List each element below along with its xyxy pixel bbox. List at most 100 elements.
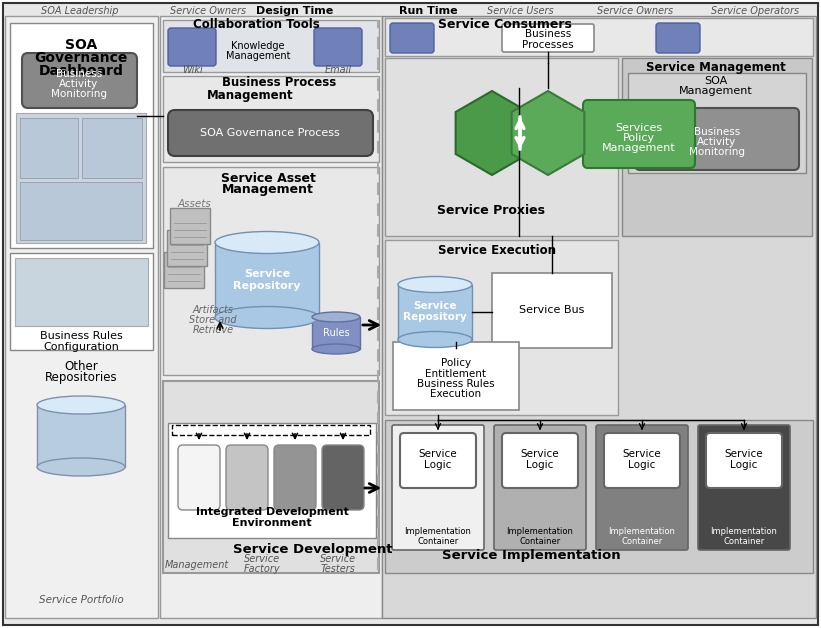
Text: Service Bus: Service Bus [520,305,585,315]
Bar [163,76,379,162]
FancyBboxPatch shape [390,23,434,53]
Text: Email: Email [324,65,351,75]
Text: Service: Service [244,269,290,279]
Text: Service: Service [725,449,764,459]
Bar [163,381,379,573]
FancyBboxPatch shape [706,433,782,488]
Bar [15,258,148,326]
Ellipse shape [215,306,319,328]
Bar [163,20,379,72]
Text: Business Rules: Business Rules [39,331,122,341]
Text: Repository: Repository [403,312,467,322]
Text: Service Execution: Service Execution [438,244,556,256]
Bar [170,208,210,244]
Text: Artifacts: Artifacts [192,305,233,315]
FancyBboxPatch shape [698,425,790,550]
Text: Service: Service [244,554,280,564]
Text: Management: Management [207,89,294,102]
Bar [385,240,618,415]
Bar [20,182,142,240]
FancyBboxPatch shape [635,108,799,170]
Text: Logic: Logic [628,460,656,470]
Text: SOA: SOA [65,38,97,52]
Text: Logic: Logic [424,460,452,470]
Bar [385,18,813,56]
Text: Service Portfolio: Service Portfolio [39,595,123,605]
Text: Service: Service [622,449,661,459]
Text: Business Process: Business Process [222,77,337,90]
Bar [163,167,379,375]
Text: Testers: Testers [320,564,355,574]
Text: Policy: Policy [623,133,655,143]
Text: Service Owners: Service Owners [597,6,673,16]
Bar [10,253,153,350]
Bar [37,405,125,467]
Text: Implementation: Implementation [608,528,676,536]
Bar [172,425,370,435]
Text: Logic: Logic [526,460,553,470]
Polygon shape [511,91,585,175]
Text: Logic: Logic [731,460,758,470]
Ellipse shape [37,396,125,414]
Ellipse shape [37,458,125,476]
Text: Collaboration Tools: Collaboration Tools [193,18,319,31]
Text: Design Time: Design Time [256,6,333,16]
Bar [628,73,806,173]
Text: Service Consumers: Service Consumers [438,18,572,31]
Bar [164,252,204,288]
Ellipse shape [398,332,472,347]
Text: Service: Service [320,554,356,564]
Text: Service Management: Service Management [646,60,786,73]
Text: Integrated Development: Integrated Development [195,507,348,517]
Text: Environment: Environment [232,518,312,528]
Ellipse shape [312,312,360,322]
Text: Governance: Governance [34,51,128,65]
Text: Wiki: Wiki [181,65,202,75]
Bar [382,16,816,618]
Text: Implementation: Implementation [710,528,777,536]
Text: Monitoring: Monitoring [689,147,745,157]
Text: Configuration: Configuration [43,342,119,352]
FancyBboxPatch shape [274,445,316,510]
FancyBboxPatch shape [226,445,268,510]
Bar [398,284,472,340]
Text: Factory: Factory [244,564,280,574]
Text: Execution: Execution [430,389,482,399]
Text: Service: Service [413,301,456,311]
Text: Services: Services [616,123,663,133]
FancyBboxPatch shape [168,28,216,66]
Text: Repository: Repository [233,281,300,291]
Text: SOA Governance Process: SOA Governance Process [200,128,340,138]
Text: Management: Management [602,143,676,153]
Bar [385,58,618,236]
Text: Service Owners: Service Owners [170,6,246,16]
Text: Management: Management [679,86,753,96]
Text: Business Rules: Business Rules [417,379,495,389]
FancyBboxPatch shape [22,53,137,108]
Text: Container: Container [723,536,764,546]
FancyBboxPatch shape [178,445,220,510]
Text: Business: Business [525,29,571,39]
Text: Processes: Processes [522,40,574,50]
Text: Run Time: Run Time [399,6,457,16]
Bar [215,242,319,318]
Text: Management: Management [165,560,229,570]
Bar [82,118,142,178]
Bar [16,113,146,243]
Text: Service: Service [419,449,457,459]
Ellipse shape [215,232,319,254]
Text: SOA Leadership: SOA Leadership [41,6,119,16]
Bar [385,420,813,573]
Text: Container: Container [417,536,459,546]
Text: Service Asset: Service Asset [221,171,315,185]
Text: Dashboard: Dashboard [39,64,123,78]
Text: Service Users: Service Users [487,6,553,16]
Bar [168,423,376,538]
FancyBboxPatch shape [494,425,586,550]
Bar [393,342,519,410]
Text: Other: Other [64,359,98,372]
FancyBboxPatch shape [322,445,364,510]
Text: Knowledge: Knowledge [232,41,285,51]
Text: Implementation: Implementation [507,528,573,536]
Text: Business: Business [694,127,740,137]
